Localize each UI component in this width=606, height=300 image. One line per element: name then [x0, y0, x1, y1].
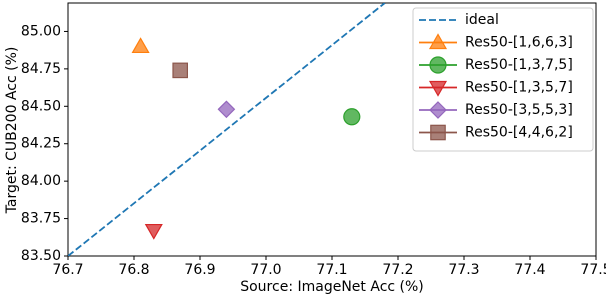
legend-marker: [430, 124, 446, 141]
legend-label: Res50-[3,5,5,3]: [465, 102, 573, 118]
legend-label: ideal: [465, 12, 499, 28]
legend-marker: [429, 101, 447, 119]
marker-square: [172, 62, 188, 79]
marker-diamond: [217, 100, 236, 119]
marker-triangle-up: [131, 37, 150, 54]
y-axis-label: Target: CUB200 Acc (%): [4, 47, 20, 215]
x-tick-label: 77.1: [316, 262, 347, 278]
legend-marker: [428, 33, 448, 50]
legend-box: [412, 7, 594, 152]
legend-label: Res50-[4,4,6,2]: [465, 125, 573, 141]
x-tick-label: 77.5: [580, 262, 606, 278]
y-tick-label: 83.50: [21, 248, 61, 264]
x-tick-label: 76.7: [52, 262, 83, 278]
x-axis-label: Source: ImageNet Acc (%): [240, 279, 424, 295]
x-tick-label: 77.2: [382, 262, 413, 278]
plot-area: [68, 3, 386, 256]
y-tick-label: 85.00: [21, 23, 61, 39]
ideal-line: [68, 3, 386, 256]
x-tick-label: 77.0: [250, 262, 281, 278]
legend-marker: [429, 56, 447, 74]
y-tick-label: 84.75: [21, 61, 61, 77]
legend-label: Res50-[1,6,6,3]: [465, 35, 573, 51]
marker-triangle-down: [144, 223, 163, 240]
legend-label: Res50-[1,3,7,5]: [465, 57, 573, 73]
x-tick-label: 76.8: [118, 262, 149, 278]
y-tick-label: 83.75: [21, 211, 61, 227]
y-tick-label: 84.50: [21, 98, 61, 114]
x-tick-label: 77.3: [448, 262, 479, 278]
y-tick-label: 84.00: [21, 173, 61, 189]
marker-circle: [343, 108, 361, 126]
legend-marker: [428, 80, 448, 97]
x-tick-label: 77.4: [514, 262, 545, 278]
x-tick-label: 76.9: [184, 262, 215, 278]
legend-label: Res50-[1,3,5,7]: [465, 80, 573, 96]
y-tick-label: 84.25: [21, 136, 61, 152]
